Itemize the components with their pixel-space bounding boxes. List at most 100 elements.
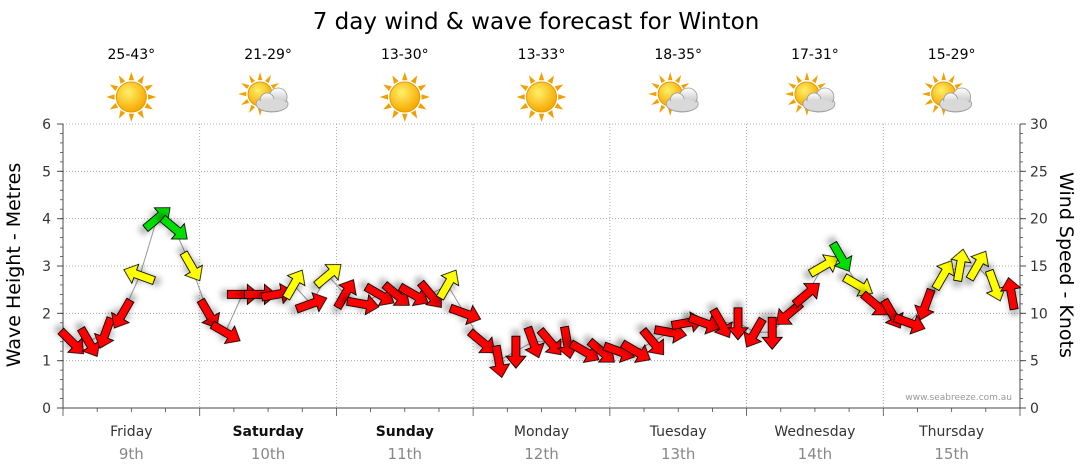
- wind-arrow-shape: [179, 250, 203, 282]
- sun-ray: [558, 94, 567, 100]
- partly-cloudy-icon: [648, 72, 699, 116]
- sun-ray: [538, 72, 545, 81]
- sun-ray: [547, 75, 554, 84]
- day-name-label: Wednesday: [774, 424, 855, 440]
- y-axis-left-title: Wave Height - Metres: [3, 163, 25, 367]
- wind-arrow-shape: [761, 316, 784, 351]
- daily-forecast-header: 25-43° 21-29° 13-30° 13-33° 18-35° 17-31° 15-2…: [106, 47, 975, 122]
- sun-ray: [554, 84, 564, 91]
- temperature-range: 21-29°: [244, 47, 292, 63]
- wind-arrow: [448, 303, 482, 326]
- wind-arrow-shape: [914, 287, 936, 321]
- sun-ray: [954, 83, 963, 90]
- sun-ray: [787, 83, 797, 90]
- sun-ray: [383, 103, 392, 110]
- cloud-shape: [939, 87, 973, 113]
- wind-arrow: [93, 316, 116, 349]
- wind-arrow-shape: [829, 240, 853, 272]
- sun-ray: [402, 113, 408, 122]
- sun-ray: [137, 110, 144, 119]
- sun-ray: [128, 72, 135, 81]
- cloud-shape: [255, 87, 289, 113]
- sun-ray: [410, 75, 418, 84]
- y-right-tick-label: 10: [1030, 306, 1048, 322]
- cloud-shape: [665, 87, 699, 113]
- cloud-shape: [802, 87, 836, 113]
- sun-ray: [529, 110, 536, 119]
- wind-arrow: [488, 344, 511, 379]
- wind-arrow: [504, 335, 527, 369]
- sun-ray: [109, 103, 119, 110]
- day-date-label: 13th: [661, 445, 695, 463]
- sun-ray: [519, 84, 529, 91]
- day-name-label: Monday: [514, 424, 569, 440]
- wind-arrow-shape: [448, 303, 482, 326]
- sun-ray: [538, 113, 545, 122]
- sun-ray: [554, 103, 564, 110]
- sun-ray: [681, 83, 690, 90]
- sun-ray: [118, 110, 126, 119]
- sun-disc: [526, 81, 557, 113]
- sun-disc: [115, 81, 147, 113]
- wind-arrow: [950, 248, 972, 282]
- sun-icon: [516, 72, 567, 122]
- sun-ray: [118, 75, 126, 84]
- wind-arrow: [999, 276, 1022, 311]
- wind-arrow: [639, 327, 664, 356]
- y-left-tick-label: 5: [42, 164, 51, 180]
- wind-arrow: [965, 250, 990, 282]
- wind-arrow: [282, 269, 306, 301]
- wind-arrow-shape: [842, 273, 874, 297]
- wind-arrow-shape: [536, 327, 562, 356]
- day-labels: Friday 9th Saturday 10th Sunday 11th Monday 12t…: [110, 424, 984, 463]
- wind-arrow: [709, 307, 733, 339]
- wind-arrow: [536, 327, 562, 356]
- sun-ray: [249, 104, 256, 114]
- wind-arrow-shape: [743, 316, 767, 348]
- wind-arrow-shape: [687, 313, 721, 335]
- wind-arrow: [226, 283, 261, 306]
- wind-arrow-shape: [639, 327, 664, 356]
- wind-arrow: [743, 316, 767, 348]
- sun-ray: [941, 72, 946, 81]
- sun-ray: [257, 72, 263, 81]
- wind-arrow: [179, 250, 203, 282]
- wind-arrow-shape: [123, 263, 156, 285]
- y-axis-right-title: Wind Speed - Knots: [1055, 172, 1077, 358]
- day-date-label: 10th: [251, 445, 285, 463]
- temperature-range: 17-31°: [791, 47, 839, 63]
- temperature-range: 13-33°: [518, 47, 566, 63]
- sun-ray: [516, 94, 525, 100]
- sun-ray: [421, 94, 430, 100]
- wind-arrow-shape: [313, 264, 342, 289]
- wind-arrow-shape: [727, 307, 749, 341]
- wind-arrow-shape: [523, 325, 545, 359]
- sun-ray: [241, 98, 250, 105]
- sun-ray: [795, 104, 802, 114]
- sun-ray: [529, 75, 536, 84]
- sun-ray: [238, 91, 247, 97]
- wind-arrow: [159, 214, 188, 240]
- wind-arrow: [687, 313, 721, 335]
- sun-ray: [787, 98, 797, 105]
- y-right-tick-label: 5: [1030, 354, 1039, 370]
- day-name-label: Thursday: [918, 424, 984, 440]
- wind-arrow-shape: [282, 269, 306, 301]
- wind-arrow-shape: [159, 214, 188, 240]
- sun-ray: [651, 98, 660, 105]
- partly-cloudy-icon: [238, 72, 289, 116]
- sun-ray: [402, 72, 408, 81]
- wind-arrow: [791, 283, 820, 308]
- y-left-tick-label: 2: [42, 306, 51, 322]
- wind-arrow: [727, 307, 749, 341]
- sun-ray: [932, 74, 939, 84]
- wind-arrow: [523, 325, 545, 359]
- day-date-label: 9th: [119, 445, 144, 463]
- wind-arrow: [57, 327, 85, 355]
- wind-arrow-shape: [807, 254, 839, 278]
- y-left-tick-label: 1: [42, 354, 51, 370]
- wind-arrow: [467, 328, 496, 354]
- sun-ray: [924, 83, 933, 90]
- day-name-label: Friday: [110, 424, 152, 440]
- sun-ray: [547, 110, 554, 119]
